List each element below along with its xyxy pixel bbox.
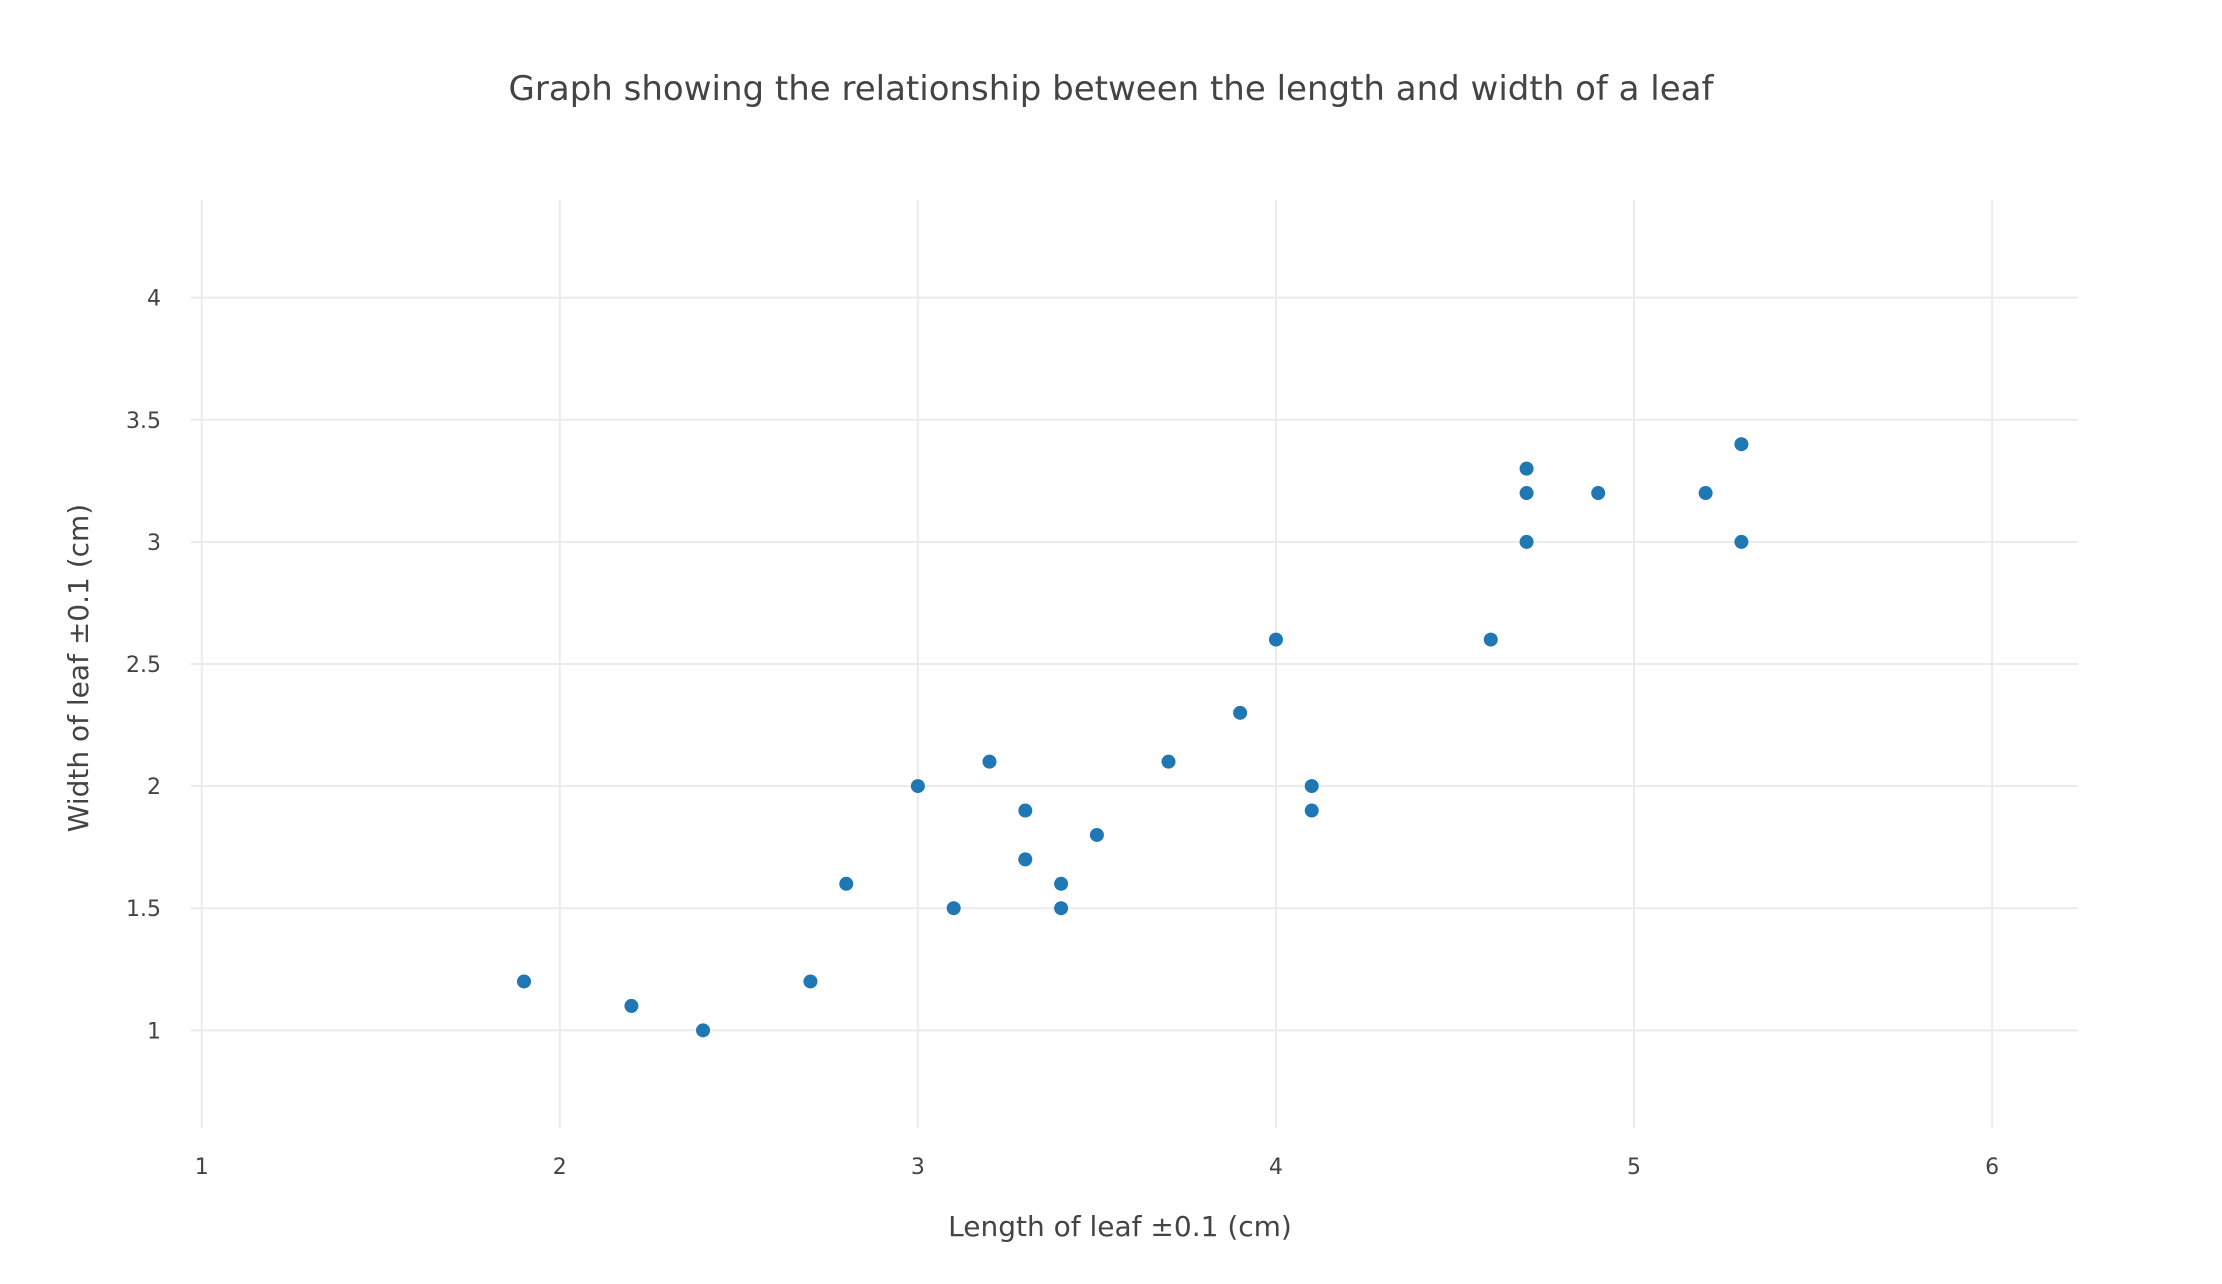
tick-labels: 1 2 3 4 5 6 1 1.5 2 2.5 3 3.5 4 <box>126 287 1999 1180</box>
y-tick-label: 3 <box>147 531 161 556</box>
x-tick-label: 1 <box>195 1155 209 1180</box>
x-tick-label: 6 <box>1985 1155 1999 1180</box>
data-point <box>1519 534 1534 549</box>
data-point <box>1304 803 1319 818</box>
y-tick-label: 3.5 <box>126 409 161 434</box>
data-point <box>1161 754 1176 769</box>
grid-lines <box>191 200 2078 1128</box>
y-tick-label: 4 <box>147 287 161 312</box>
data-point <box>1734 534 1749 549</box>
x-tick-label: 5 <box>1627 1155 1641 1180</box>
y-tick-label: 1.5 <box>126 897 161 922</box>
x-axis-title: Length of leaf ±0.1 (cm) <box>948 1210 1292 1243</box>
data-point <box>946 901 961 916</box>
data-point <box>1734 437 1749 452</box>
data-point <box>1483 632 1498 647</box>
y-tick-label: 2 <box>147 775 161 800</box>
data-point <box>982 754 997 769</box>
data-point <box>1018 852 1033 867</box>
x-tick-label: 2 <box>553 1155 567 1180</box>
data-point <box>624 998 639 1013</box>
data-point <box>1089 827 1104 842</box>
data-point <box>1233 705 1248 720</box>
data-point <box>1519 486 1534 501</box>
data-point <box>1268 632 1283 647</box>
data-point <box>1591 486 1606 501</box>
data-point <box>1018 803 1033 818</box>
data-point <box>1304 779 1319 794</box>
data-point <box>1698 486 1713 501</box>
data-points <box>517 437 1749 1038</box>
chart-title: Graph showing the relationship between t… <box>509 69 1715 109</box>
data-point <box>1519 461 1534 476</box>
x-tick-label: 3 <box>911 1155 925 1180</box>
data-point <box>803 974 818 989</box>
y-axis-title: Width of leaf ±0.1 (cm) <box>62 504 95 832</box>
data-point <box>696 1023 711 1038</box>
y-tick-label: 2.5 <box>126 653 161 678</box>
y-tick-label: 1 <box>147 1019 161 1044</box>
x-tick-label: 4 <box>1269 1155 1283 1180</box>
data-point <box>517 974 531 989</box>
data-point <box>839 876 854 891</box>
data-point <box>1054 901 1069 916</box>
data-point <box>910 779 925 794</box>
data-point <box>1054 876 1069 891</box>
